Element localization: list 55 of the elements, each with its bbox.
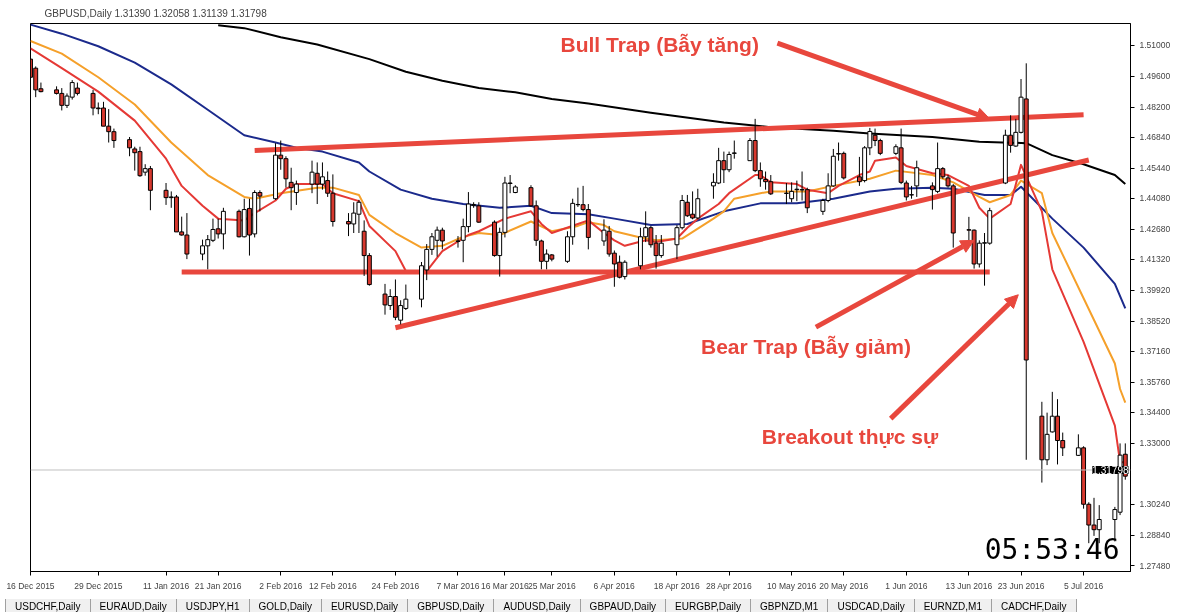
x-tick-label: 28 Apr 2016 xyxy=(705,580,753,591)
y-tick-label: 1.30240 xyxy=(1139,499,1171,510)
x-tick-label: 29 Dec 2015 xyxy=(74,580,123,591)
x-tick-label: 7 Mar 2016 xyxy=(436,580,480,591)
y-tick-label: 1.28840 xyxy=(1139,530,1171,541)
x-tick-label: 1 Jun 2016 xyxy=(885,580,928,591)
y-tick-label: 1.34400 xyxy=(1139,407,1171,418)
y-tick-label: 1.46840 xyxy=(1139,132,1171,143)
x-tick-label: 6 Apr 2016 xyxy=(593,580,635,591)
y-tick-label: 1.51000 xyxy=(1139,40,1171,51)
y-tick-label: 1.45440 xyxy=(1139,163,1171,174)
y-tick-label: 1.33000 xyxy=(1139,438,1171,449)
text: EURUSD,Daily xyxy=(320,599,409,612)
y-tick-label: 1.38520 xyxy=(1139,316,1171,327)
y-tick-label: 1.48200 xyxy=(1139,102,1171,113)
text: EURGBP,Daily xyxy=(665,599,752,612)
chart-title: GBPUSD,Daily 1.31390 1.32058 1.31139 1.31798 xyxy=(44,7,268,19)
x-tick-label: 20 May 2016 xyxy=(819,580,869,591)
x-tick-label: 12 Feb 2016 xyxy=(309,580,358,591)
x-tick-label: 5 Jul 2016 xyxy=(1063,580,1104,591)
ref-line-label: 1.31798 xyxy=(1092,465,1129,476)
x-tick-label: 21 Jan 2016 xyxy=(194,580,242,591)
annotation: Bull Trap (Bẫy tăng) xyxy=(560,33,759,57)
x-tick-label: 25 Mar 2016 xyxy=(527,580,576,591)
y-tick-label: 1.35760 xyxy=(1139,377,1171,388)
x-tick-label: 11 Jan 2016 xyxy=(142,580,190,591)
x-tick-label: 10 May 2016 xyxy=(767,580,817,591)
text: USDCAD,Daily xyxy=(827,599,915,612)
y-tick-label: 1.42680 xyxy=(1139,224,1171,235)
text: EURNZD,M1 xyxy=(913,599,992,612)
text: USDJPY,H1 xyxy=(175,599,250,612)
text: GOLD,Daily xyxy=(248,599,322,612)
text: AUDUSD,Daily xyxy=(493,599,581,612)
text: CADCHF,Daily xyxy=(990,599,1077,612)
y-tick-label: 1.44080 xyxy=(1139,193,1171,204)
x-tick-label: 24 Feb 2016 xyxy=(371,580,420,591)
text: GBPAUD,Daily xyxy=(579,599,667,612)
x-tick-label: 16 Dec 2015 xyxy=(6,580,55,591)
annotation: 05:53:46 xyxy=(984,533,1120,567)
y-tick-label: 1.41320 xyxy=(1139,254,1171,265)
y-tick-label: 1.27480 xyxy=(1139,560,1171,571)
x-tick-label: 23 Jun 2016 xyxy=(997,580,1045,591)
x-tick-label: 13 Jun 2016 xyxy=(945,580,993,591)
text: GBPUSD,Daily xyxy=(407,599,495,612)
y-tick-label: 1.37160 xyxy=(1139,346,1171,357)
x-tick-label: 16 Mar 2016 xyxy=(481,580,530,591)
annotation: Bear Trap (Bẫy giảm) xyxy=(700,334,912,358)
annotation: Breakout thực sự xyxy=(761,425,939,449)
text: EURAUD,Daily xyxy=(89,599,177,612)
x-tick-label: 18 Apr 2016 xyxy=(653,580,700,591)
text: GBPNZD,M1 xyxy=(750,599,829,612)
text: USDCHF,Daily xyxy=(5,599,91,612)
x-tick-label: 2 Feb 2016 xyxy=(259,580,303,591)
y-tick-label: 1.49600 xyxy=(1139,71,1171,82)
y-tick-label: 1.39920 xyxy=(1139,285,1171,296)
